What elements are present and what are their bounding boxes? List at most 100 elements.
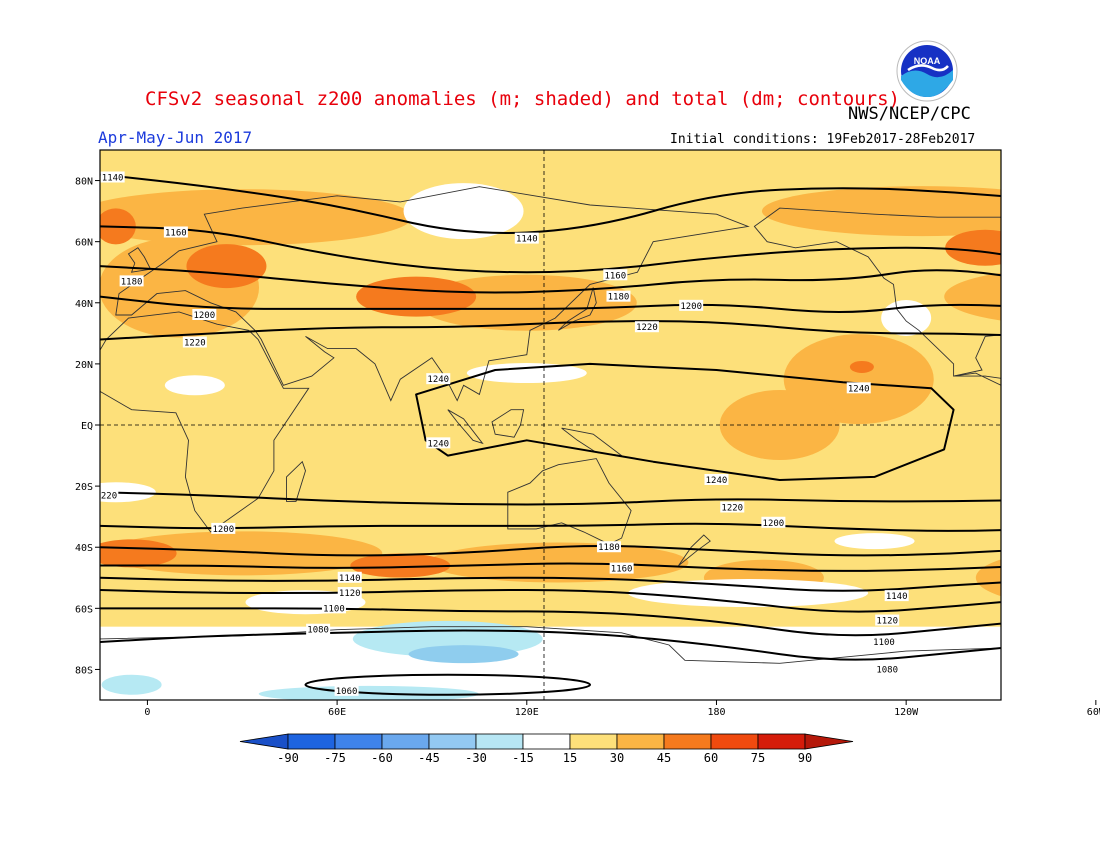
contour-label-box xyxy=(119,275,144,287)
coastline-south-america xyxy=(1033,391,1100,593)
contour-label: 1220 xyxy=(721,504,743,514)
colorbar-swatch xyxy=(287,733,336,750)
anomaly-orange xyxy=(945,229,1001,266)
colorbar-label: -45 xyxy=(418,751,440,765)
coastline-antarctica xyxy=(100,626,1001,700)
contour-label-box xyxy=(846,382,871,394)
anomaly-orange xyxy=(849,360,874,373)
anomaly-orange xyxy=(186,244,267,289)
contour-label: 1200 xyxy=(763,519,785,529)
colorbar-swatch xyxy=(710,733,759,750)
contour-label-box xyxy=(1062,285,1086,296)
contour-label: 1100 xyxy=(873,638,895,648)
anomaly-red-orange xyxy=(1082,587,1100,617)
contour-label-box xyxy=(704,474,729,485)
anomaly-orange xyxy=(100,539,177,568)
contour-label: 1220 xyxy=(95,491,117,501)
contour-label-box xyxy=(337,571,362,583)
lat-tick-label: 80N xyxy=(75,177,93,188)
contour-label: 1180 xyxy=(608,293,630,303)
lat-tick-label: 20S xyxy=(75,482,93,493)
contour-label: 1120 xyxy=(876,617,898,627)
contour-label-box xyxy=(100,489,119,501)
anomaly-neutral xyxy=(834,533,915,550)
lon-tick-label: 60E xyxy=(328,707,346,718)
contour-label-box xyxy=(426,373,451,385)
contour-label-box xyxy=(634,321,659,333)
coastlines xyxy=(100,186,1100,700)
contour-label-box xyxy=(875,663,900,675)
contour-label-box xyxy=(211,522,236,534)
contour-line xyxy=(100,545,1001,557)
contour-label-box xyxy=(720,501,745,513)
contour-line xyxy=(100,320,1001,341)
anomaly-neutral xyxy=(403,183,524,240)
contour-label-box xyxy=(603,269,628,281)
contour-line xyxy=(100,295,1001,313)
contour-label-box xyxy=(334,684,359,696)
coastline-eurasia xyxy=(115,186,750,402)
coastline-central-america xyxy=(953,372,1001,386)
contour-label: 1080 xyxy=(307,626,329,636)
contour-label: 1180 xyxy=(598,543,620,553)
colorbar-swatch xyxy=(616,733,665,750)
colorbar-label: 90 xyxy=(798,751,812,765)
coastline-australia xyxy=(507,458,632,545)
anomaly-light-orange xyxy=(428,542,689,583)
contour-label: 1180 xyxy=(1063,287,1085,297)
contour-label: 1200 xyxy=(212,525,234,535)
contour-label-box xyxy=(872,635,897,647)
contour-label: 1140 xyxy=(516,235,538,245)
colorbar-swatch xyxy=(475,733,524,750)
contour-label-box xyxy=(1068,260,1092,271)
contour-line xyxy=(100,225,1001,274)
anomaly-light-blue xyxy=(101,674,162,695)
colorbar-over-arrow xyxy=(804,733,854,750)
contour-label: 1060 xyxy=(336,687,358,697)
credit-label: NWS/NCEP/CPC xyxy=(848,104,971,124)
contour-label-box xyxy=(606,290,631,302)
contour-line xyxy=(100,588,1001,613)
contour-label-box xyxy=(514,232,539,244)
contour-line xyxy=(100,576,1001,592)
coastline-new-zealand xyxy=(678,534,711,566)
colorbar-swatch xyxy=(663,733,712,750)
colorbar-swatch xyxy=(757,733,806,750)
contour-label-box xyxy=(875,614,900,626)
anomaly-neutral xyxy=(466,363,587,384)
contour-label-box xyxy=(884,590,909,602)
contour-label: 1140 xyxy=(102,174,124,184)
map-title: CFSv2 seasonal z200 anomalies (m; shaded… xyxy=(145,88,900,110)
contour-label-box xyxy=(761,516,786,528)
colorbar-label: -15 xyxy=(512,751,534,765)
contour-line xyxy=(100,491,1001,506)
contour-line xyxy=(100,173,1001,235)
contour-label: 1160 xyxy=(165,229,187,239)
lat-tick-label: 40S xyxy=(75,543,93,554)
contour-line xyxy=(100,265,1001,294)
lon-tick-label: 60W xyxy=(1087,707,1100,718)
contour-label-box xyxy=(1065,563,1089,574)
colorbar-label: -60 xyxy=(371,751,393,765)
contour-label: 1080 xyxy=(876,665,898,675)
lat-tick-label: 40N xyxy=(75,299,93,310)
contour-label-box xyxy=(1059,202,1083,213)
lat-tick-label: 80S xyxy=(75,665,93,676)
noaa-logo-icon: NOAA xyxy=(896,40,958,102)
contour-line xyxy=(304,673,592,696)
contour-line xyxy=(100,562,1001,572)
contour-label: 1100 xyxy=(323,604,345,614)
initial-conditions-label: Initial conditions: 19Feb2017-28Feb2017 xyxy=(670,132,976,147)
contour-label: 1240 xyxy=(427,439,449,449)
contour-label-box xyxy=(306,623,331,635)
colorbar-swatch xyxy=(569,733,618,750)
anomaly-light-orange xyxy=(102,531,383,576)
contour-label-box xyxy=(337,587,362,599)
anomaly-orange xyxy=(350,553,451,578)
contour-label: 1240 xyxy=(427,375,449,385)
contour-label-box xyxy=(100,171,125,183)
colorbar-label: -30 xyxy=(465,751,487,765)
coastline-madagascar xyxy=(286,460,306,502)
coastline-sumatra xyxy=(447,409,484,445)
